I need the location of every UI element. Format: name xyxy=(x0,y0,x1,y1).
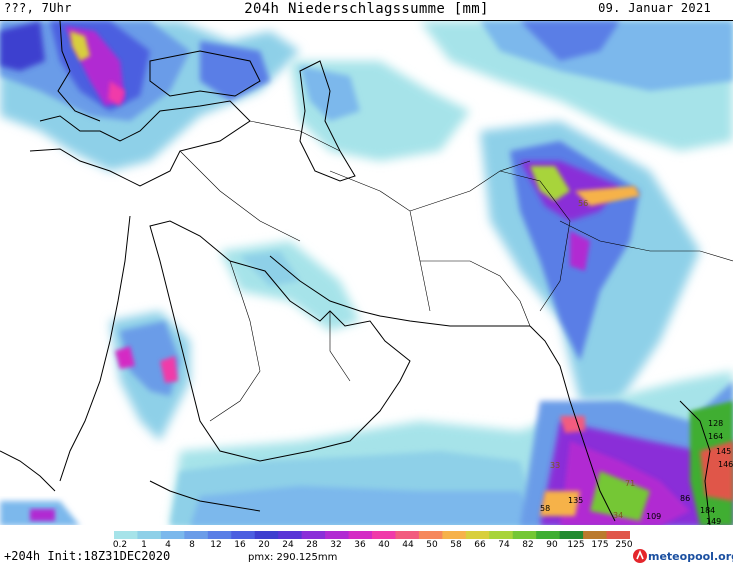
colorbar-tick-label: 58 xyxy=(450,540,462,550)
colorbar-tick-label: 40 xyxy=(378,540,390,550)
colorbar-tick-label: 90 xyxy=(546,540,558,550)
map-value-label: 128 xyxy=(708,419,723,428)
colorbar-segment xyxy=(512,531,537,539)
precip-field xyxy=(0,21,733,526)
colorbar-tick-label: 8 xyxy=(189,540,195,550)
map-value-label: 34 xyxy=(613,511,623,520)
colorbar-tick-label: 36 xyxy=(354,540,366,550)
logo-icon xyxy=(633,549,647,563)
colorbar-segment xyxy=(536,531,561,539)
map-value-label: 109 xyxy=(646,512,661,521)
map-value-label: 184 xyxy=(700,506,715,515)
colorbar-tick-label: 74 xyxy=(498,540,510,550)
header-bar: ???, 7Uhr 204h Niederschlagssumme [mm] 0… xyxy=(0,0,733,20)
country-borders xyxy=(179,120,733,422)
map-value-label: 135 xyxy=(568,496,583,505)
logo-text: meteopool.org xyxy=(648,549,733,563)
map-value-label: 58 xyxy=(540,504,550,513)
colorbar-segment xyxy=(325,531,350,539)
colorbar-tick-label: 125 xyxy=(567,540,585,550)
colorbar-segment xyxy=(559,531,584,539)
colorbar-tick-label: 0.2 xyxy=(112,540,128,550)
colorbar-segment xyxy=(184,531,209,539)
colorbar-segment xyxy=(606,531,630,539)
colorbar-segment xyxy=(348,531,373,539)
colorbar-segment xyxy=(583,531,608,539)
map-value-label: 149 xyxy=(706,517,721,526)
colorbar-tick-label: 16 xyxy=(234,540,246,550)
colorbar-tick-label: 50 xyxy=(426,540,438,550)
colorbar-tick-label: 82 xyxy=(522,540,534,550)
map-value-label: 71 xyxy=(625,479,635,488)
init-run-label: +204h Init:18Z31DEC2020 xyxy=(4,549,171,563)
colorbar-segment xyxy=(395,531,420,539)
colorbar-segment xyxy=(301,531,326,539)
colorbar-segment xyxy=(442,531,467,539)
forecast-time-label: ???, 7Uhr xyxy=(4,1,72,15)
colorbar-tick-label: 20 xyxy=(258,540,270,550)
colorbar-tick-label: 250 xyxy=(615,540,633,550)
colorbar-segment xyxy=(418,531,443,539)
map-value-label: 86 xyxy=(680,494,690,503)
colorbar-segment xyxy=(231,531,256,539)
map-value-label: 146 xyxy=(718,460,733,469)
colorbar-segment xyxy=(160,531,185,539)
colorbar-tick-label: 28 xyxy=(306,540,318,550)
map-value-label: 164 xyxy=(708,432,723,441)
map-value-label: 56 xyxy=(578,199,588,208)
precipitation-map: 135 58 109 184 149 128 164 145 146 86 71 33 34 56 xyxy=(0,20,733,526)
map-title: 204h Niederschlagssumme [mm] xyxy=(244,1,489,17)
colorbar-segment xyxy=(207,531,232,539)
pmx-label: pmx: 290.125mm xyxy=(248,552,338,563)
colorbar-tick-label: 32 xyxy=(330,540,342,550)
map-value-label: 33 xyxy=(550,461,560,470)
site-logo[interactable]: meteopool.org xyxy=(632,546,733,566)
colorbar-segment xyxy=(278,531,303,539)
colorbar-tick-label: 66 xyxy=(474,540,486,550)
colorbar-tick-label: 175 xyxy=(591,540,609,550)
colorbar-tick-label: 44 xyxy=(402,540,414,550)
colorbar-segment xyxy=(254,531,279,539)
map-value-label: 145 xyxy=(716,447,731,456)
colorbar xyxy=(114,531,630,539)
colorbar-segment xyxy=(137,531,162,539)
colorbar-tick-label: 4 xyxy=(165,540,171,550)
valid-date-label: 09. Januar 2021 xyxy=(598,1,711,15)
colorbar-tick-label: 12 xyxy=(210,540,222,550)
colorbar-tick-label: 24 xyxy=(282,540,294,550)
colorbar-segment xyxy=(465,531,490,539)
map-value-labels: 135 58 109 184 149 128 164 145 146 86 71 33 34 56 xyxy=(540,199,733,526)
colorbar-segment xyxy=(114,531,138,539)
coastlines xyxy=(0,21,711,526)
colorbar-segment xyxy=(372,531,396,539)
colorbar-tick-label: 1 xyxy=(141,540,147,550)
colorbar-segment xyxy=(489,531,514,539)
